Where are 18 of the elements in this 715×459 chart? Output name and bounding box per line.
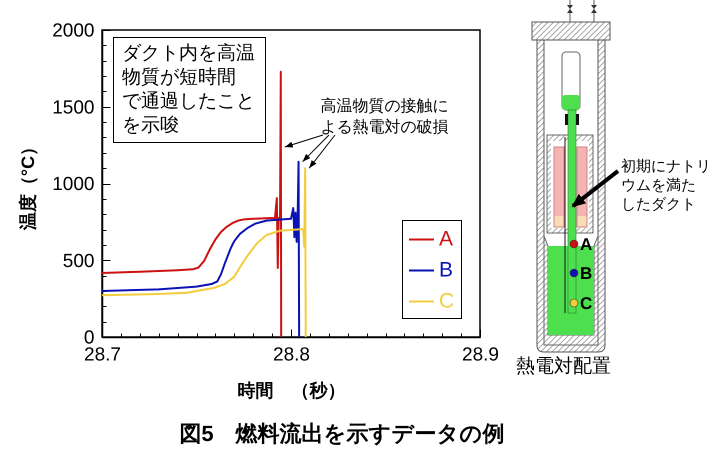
text: 熱電対配置 [516,355,611,379]
y-tick-label: 500 [62,250,94,272]
y-tick-label: 1500 [52,97,94,118]
text: 初期にナトリウムを満たしたダクト [621,157,711,214]
y-tick-label: 2000 [52,20,94,42]
annotation: ダクト内を高温物質が短時間で通過したことを示唆 [113,37,266,143]
x-tick-label: 28.8 [273,344,310,366]
legend-label: B [439,258,454,282]
text: C [580,294,592,313]
y-tick-label: 1000 [52,174,94,195]
y-axis-title: 温度（°C） [18,138,38,232]
text: 図5 燃料流出を示すデータの例 [179,421,505,446]
legend-label: A [439,228,454,250]
x-axis-title: 時間 （秒） [238,380,346,400]
x-tick-label: 28.9 [462,344,499,366]
text: B [580,264,592,283]
annotation: 高温物質の接触による熱電対の破損 [320,96,449,138]
legend-label: C [439,290,454,312]
